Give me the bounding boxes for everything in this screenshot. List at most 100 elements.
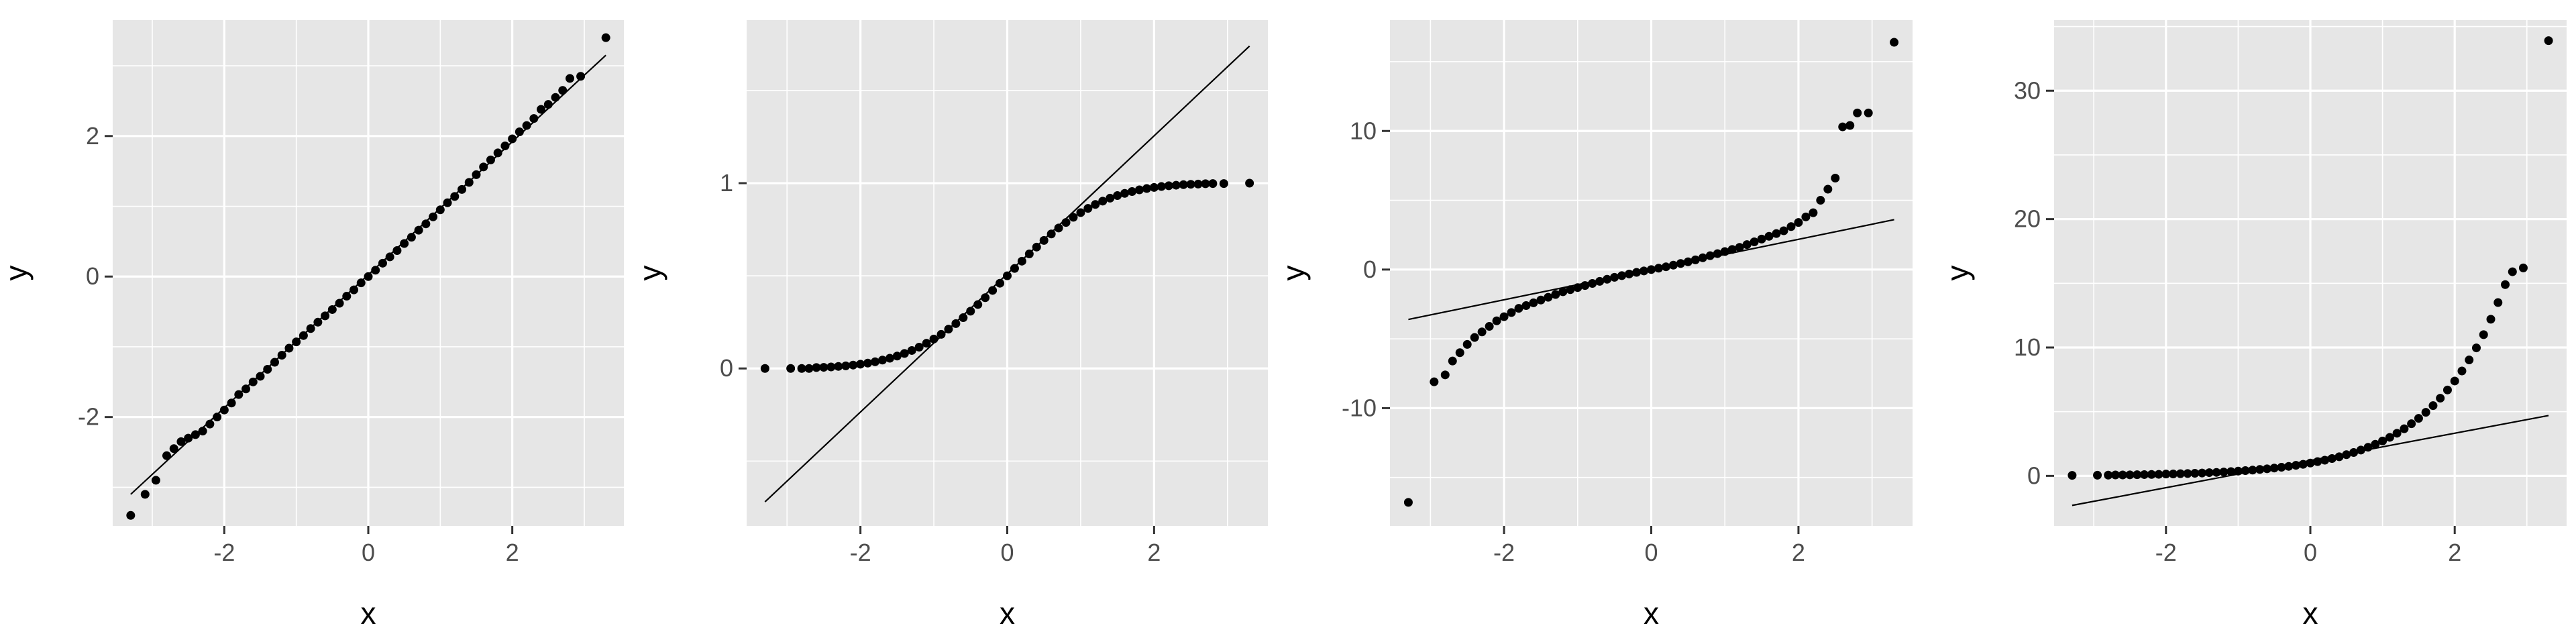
data-point	[2334, 452, 2344, 462]
data-point	[342, 292, 352, 301]
data-point	[2421, 408, 2430, 417]
data-point	[248, 377, 258, 386]
data-point	[841, 361, 851, 370]
data-point	[1779, 226, 1788, 235]
data-point	[306, 324, 315, 333]
data-point	[1054, 223, 1063, 233]
data-point	[486, 155, 495, 164]
data-point	[1024, 250, 1034, 259]
data-point	[1069, 213, 1078, 222]
data-point	[1610, 272, 1619, 282]
data-point	[2501, 280, 2510, 289]
data-point	[1521, 301, 1531, 311]
data-point	[2219, 468, 2229, 477]
data-point	[1772, 229, 1781, 238]
data-point	[2125, 470, 2135, 480]
data-point	[760, 364, 769, 373]
data-point	[804, 364, 814, 373]
data-point	[2169, 469, 2178, 478]
data-point	[1529, 298, 1538, 307]
data-point	[2443, 385, 2452, 394]
data-point	[849, 360, 858, 370]
data-point	[1430, 377, 1439, 386]
data-point	[1010, 264, 1019, 273]
data-point	[936, 329, 946, 339]
y-axis-title: y	[1276, 266, 1311, 281]
data-point	[227, 398, 236, 408]
data-point	[198, 427, 207, 436]
data-point	[1157, 182, 1166, 191]
y-tick-label: 20	[2014, 205, 2041, 233]
data-point	[885, 354, 894, 363]
data-point	[2154, 470, 2163, 479]
data-point	[2471, 343, 2481, 353]
y-tick-label: 10	[2014, 333, 2041, 361]
data-point	[537, 105, 546, 114]
data-point	[1676, 259, 1685, 268]
data-point	[2248, 466, 2257, 475]
data-point	[1219, 179, 1228, 189]
qq-panel-normal: -2 0 2 -2 0 2 x y	[0, 20, 624, 631]
data-point	[1831, 173, 1840, 182]
data-point	[234, 390, 244, 399]
x-tick-label: 2	[506, 539, 519, 566]
data-point	[126, 511, 136, 520]
data-point	[522, 121, 531, 130]
data-point	[508, 134, 517, 144]
data-point	[1208, 179, 1218, 189]
y-axis-title: y	[633, 266, 667, 281]
data-point	[951, 319, 961, 328]
data-point	[1720, 247, 1729, 256]
data-point	[321, 311, 330, 321]
data-point	[826, 362, 836, 372]
y-tick-label: -2	[78, 403, 99, 431]
data-point	[2147, 470, 2156, 479]
data-point	[1713, 249, 1722, 258]
data-point	[2204, 468, 2214, 478]
data-point	[1492, 316, 1501, 325]
data-point	[900, 349, 909, 358]
data-point	[1514, 304, 1523, 313]
data-point	[1625, 269, 1634, 278]
data-point	[1632, 268, 1642, 277]
data-point	[205, 419, 215, 429]
data-point	[2241, 466, 2250, 476]
data-point	[2262, 464, 2271, 474]
data-point	[1690, 255, 1700, 264]
data-point	[929, 334, 938, 343]
data-point	[2093, 470, 2102, 480]
data-point	[371, 266, 380, 275]
data-point	[944, 325, 953, 334]
y-tick-label: 0	[86, 262, 99, 290]
y-tick-label: 10	[1350, 117, 1377, 144]
data-point	[2457, 366, 2467, 376]
data-point	[1507, 308, 1516, 317]
data-point	[2190, 469, 2200, 478]
data-point	[1448, 356, 1457, 366]
data-point	[1698, 253, 1707, 262]
data-point	[2133, 470, 2142, 480]
data-point	[429, 212, 438, 221]
data-point	[1477, 327, 1487, 337]
data-point	[299, 331, 308, 340]
data-point	[1470, 333, 1479, 342]
x-tick-label: -2	[213, 539, 235, 566]
data-point	[1705, 251, 1715, 260]
data-point	[1683, 257, 1693, 266]
data-point	[1098, 197, 1108, 206]
data-point	[2544, 36, 2553, 46]
data-point	[435, 205, 445, 215]
data-point	[1603, 274, 1612, 284]
data-point	[1455, 348, 1464, 358]
data-point	[1668, 260, 1678, 270]
data-point	[1588, 278, 1597, 288]
data-point	[907, 345, 916, 355]
data-point	[1654, 264, 1663, 273]
data-point	[2176, 469, 2185, 478]
data-point	[1091, 200, 1100, 209]
data-point	[914, 342, 924, 352]
data-point	[1544, 292, 1553, 302]
data-point	[1083, 204, 1093, 213]
data-point	[892, 352, 902, 361]
